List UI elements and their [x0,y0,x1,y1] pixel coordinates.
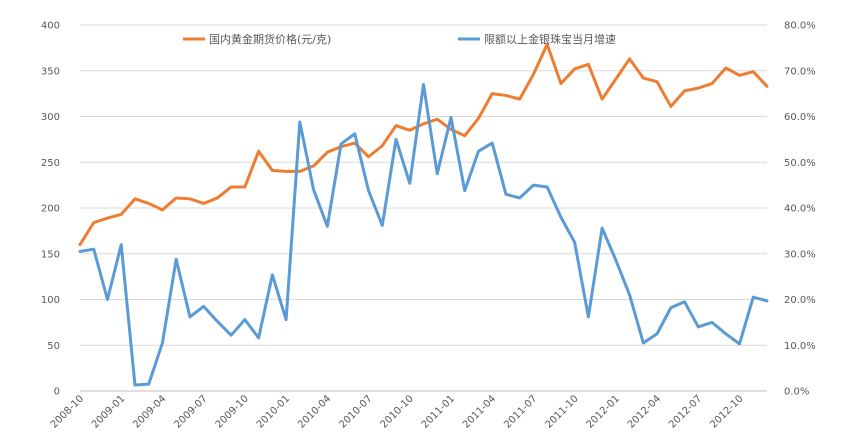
left-axis-tick-label: 200 [41,204,60,215]
x-axis-tick-label: 2011-07 [502,393,539,430]
left-axis-tick-label: 100 [41,295,60,306]
left-axis-tick-label: 50 [47,341,60,352]
x-axis-tick-label: 2009-07 [172,393,209,430]
left-axis-tick-label: 300 [41,112,60,123]
left-axis-tick-label: 0 [54,387,60,398]
legend: 国内黄金期货价格(元/克) 限额以上金银珠宝当月增速 [183,32,616,46]
left-y-axis: 0 50 100 150 200 250 300 350 400 [41,21,60,398]
right-axis-tick-label: 30.0% [784,249,816,260]
x-axis-tick-label: 2012-10 [708,393,745,430]
series-line-jewelry-growth [78,82,769,387]
x-axis: 2008-10 2009-01 2009-04 2009-07 2009-10 2010-… [49,393,746,430]
x-axis-tick-label: 2010-04 [296,393,333,430]
x-axis-tick-label: 2009-04 [131,393,168,430]
right-y-axis: 0.0% 10.0% 20.0% 30.0% 40.0% 50.0% 60.0% 70.0% 8… [784,21,816,398]
legend-label-jewelry-growth: 限额以上金银珠宝当月增速 [484,32,616,46]
series-lines [78,42,769,387]
x-axis-tick-label: 2010-01 [255,393,292,430]
right-axis-tick-label: 70.0% [784,66,816,77]
right-axis-tick-label: 20.0% [784,295,816,306]
gridlines [80,24,767,346]
x-axis-tick-label: 2012-04 [626,393,663,430]
x-axis-tick-label: 2010-10 [379,393,416,430]
right-axis-tick-label: 0.0% [784,387,809,398]
right-axis-tick-label: 50.0% [784,158,816,169]
x-axis-tick-label: 2008-10 [49,393,86,430]
left-axis-tick-label: 150 [41,249,60,260]
x-axis-tick-label: 2011-04 [461,393,498,430]
x-axis-tick-label: 2012-07 [667,393,704,430]
right-axis-tick-label: 10.0% [784,341,816,352]
right-axis-tick-label: 80.0% [784,21,816,32]
left-axis-tick-label: 250 [41,158,60,169]
x-axis-tick-label: 2011-01 [420,393,457,430]
x-axis-tick-label: 2009-01 [90,393,127,430]
series-line-gold-price [78,42,769,247]
left-axis-tick-label: 350 [41,66,60,77]
right-axis-tick-label: 40.0% [784,204,816,215]
x-axis-tick-label: 2010-07 [337,393,374,430]
x-axis-tick-label: 2011-10 [543,393,580,430]
left-axis-tick-label: 400 [41,21,60,32]
x-axis-tick-label: 2009-10 [214,393,251,430]
right-axis-tick-label: 60.0% [784,112,816,123]
x-axis-tick-label: 2012-01 [585,393,622,430]
legend-label-gold-price: 国内黄金期货价格(元/克) [209,32,331,46]
